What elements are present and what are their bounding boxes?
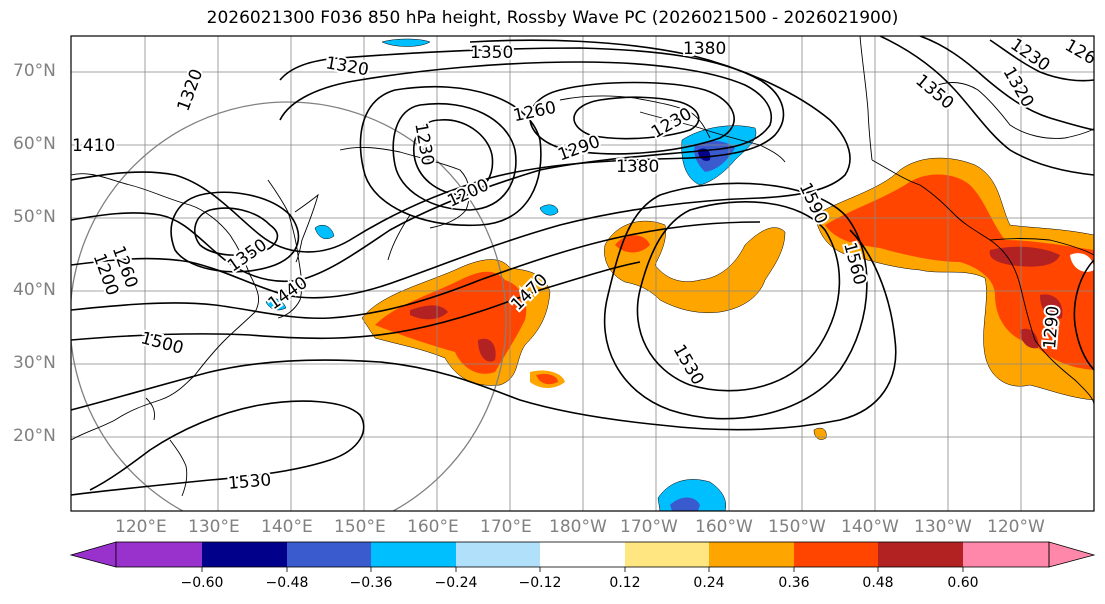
lon-label-120e: 120°E	[115, 517, 167, 537]
colorbar-tick-label: 0.12	[609, 575, 641, 591]
coastlines	[71, 36, 1094, 497]
lon-label-130w: 130°W	[914, 517, 972, 537]
lon-label-140w: 140°W	[841, 517, 899, 537]
lon-label-150e: 150°E	[334, 517, 386, 537]
lon-label-170e: 170°E	[480, 517, 532, 537]
colorbar-extend-max	[1048, 541, 1096, 568]
contour-label: 1530	[227, 470, 272, 494]
contour-label: 1290	[1040, 305, 1064, 350]
colorbar-tick-label: −0.60	[180, 575, 224, 591]
contour-label: 1410	[72, 136, 115, 156]
lon-label-160w: 160°W	[695, 517, 753, 537]
colorbar-extend-min	[69, 541, 117, 568]
colorbar	[69, 541, 1096, 572]
lon-label-180w: 180°W	[549, 517, 607, 537]
lon-label-120w: 120°W	[987, 517, 1045, 537]
colorbar-bin	[878, 542, 963, 567]
colorbar-bin	[963, 542, 1049, 567]
lat-label-70n: 70°N	[13, 61, 56, 81]
lat-label-20n: 20°N	[13, 426, 56, 446]
lon-label-130e: 130°E	[188, 517, 240, 537]
contour-label: 1380	[616, 157, 659, 177]
colorbar-bin	[202, 542, 287, 567]
lon-label-160e: 160°E	[407, 517, 459, 537]
contour-label: 1380	[683, 39, 726, 59]
colorbar-bin	[794, 542, 878, 567]
shaded-positive-central-pacific	[604, 220, 827, 440]
lat-label-40n: 40°N	[13, 280, 56, 300]
colorbar-tick-label: 0.60	[947, 575, 979, 591]
reference-circle	[71, 101, 507, 511]
colorbar-tick-label: 0.36	[778, 575, 810, 591]
colorbar-bin	[709, 542, 794, 567]
lat-label-30n: 30°N	[13, 353, 56, 373]
colorbar-tick-label: −0.24	[434, 575, 478, 591]
map-plot-area: 1350 1380 1320 1320 1260 1290 1380 1230 …	[71, 36, 1094, 511]
lat-label-60n: 60°N	[13, 134, 56, 154]
colorbar-tick-label: −0.12	[518, 575, 562, 591]
lon-label-170w: 170°W	[620, 517, 678, 537]
lon-label-140e: 140°E	[261, 517, 313, 537]
colorbar-bin	[116, 542, 202, 567]
colorbar-tick-label: −0.36	[349, 575, 393, 591]
colorbar-tick-label: 0.24	[693, 575, 725, 591]
lon-label-150w: 150°W	[768, 517, 826, 537]
contour-label: 1350	[470, 43, 513, 63]
shaded-positive-northeast-pacific	[814, 157, 1094, 401]
lat-label-50n: 50°N	[13, 207, 56, 227]
colorbar-tick-label: −0.48	[265, 575, 309, 591]
colorbar-bin	[456, 542, 540, 567]
colorbar-bin	[287, 542, 371, 567]
colorbar-bin	[371, 542, 456, 567]
colorbar-tick-label: 0.48	[862, 575, 894, 591]
map-frame	[70, 35, 1095, 512]
colorbar-bin	[540, 542, 625, 567]
colorbar-bin	[625, 542, 709, 567]
colorbar-frame	[115, 541, 1050, 568]
map-title: 2026021300 F036 850 hPa height, Rossby W…	[206, 8, 899, 28]
height-contours	[71, 36, 1094, 496]
